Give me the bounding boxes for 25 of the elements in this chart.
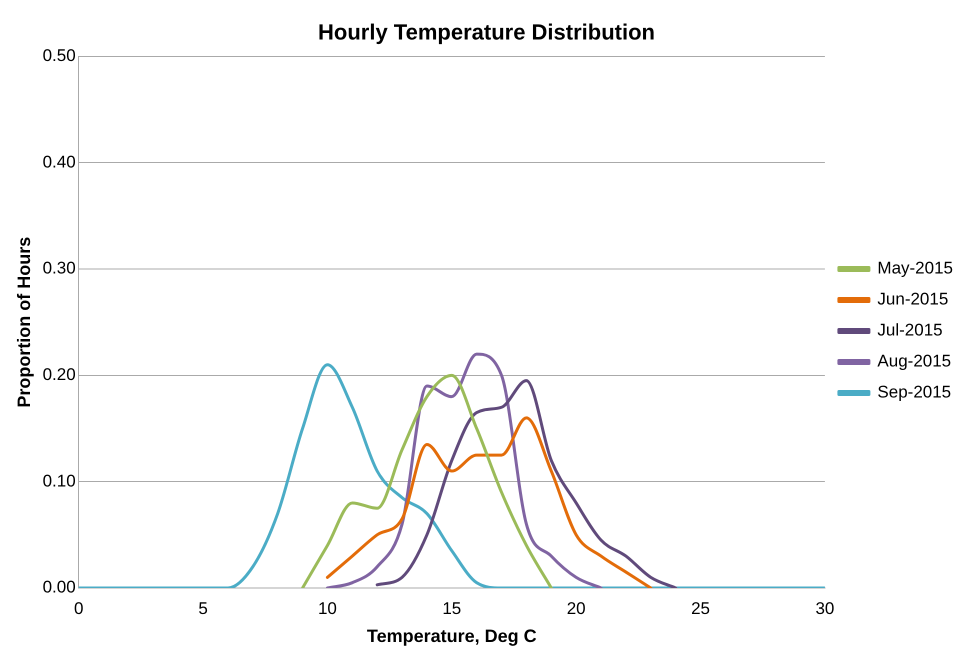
line-series [301, 374, 553, 588]
y-tick-label: 0.50 [42, 46, 76, 66]
legend-label: Jun-2015 [877, 290, 948, 309]
line-series [376, 379, 678, 588]
chart-title: Hourly Temperature Distribution [318, 19, 655, 44]
x-tick-label: 20 [566, 598, 586, 618]
legend-label: May-2015 [877, 258, 954, 278]
line-series [326, 352, 603, 588]
line-series [326, 416, 652, 588]
y-tick-label: 0.40 [42, 152, 76, 172]
x-axis-title: Temperature, Deg C [366, 626, 537, 646]
x-tick-label: 30 [815, 598, 834, 618]
y-tick-label: 0.00 [42, 578, 76, 597]
legend-label: Aug-2015 [877, 352, 952, 371]
x-tick-label: 5 [198, 598, 208, 618]
x-tick-label: 25 [691, 598, 710, 618]
x-tick-label: 10 [318, 598, 337, 618]
x-tick-label: 0 [74, 598, 84, 618]
x-tick-label: 15 [442, 598, 462, 618]
y-tick-label: 0.30 [42, 258, 76, 278]
legend-label: Jul-2015 [877, 320, 943, 340]
legend-label: Sep-2015 [877, 382, 952, 402]
y-tick-label: 0.10 [42, 471, 76, 490]
y-tick-label: 0.20 [42, 365, 76, 384]
y-axis-title: Proportion of Hours [14, 236, 34, 408]
